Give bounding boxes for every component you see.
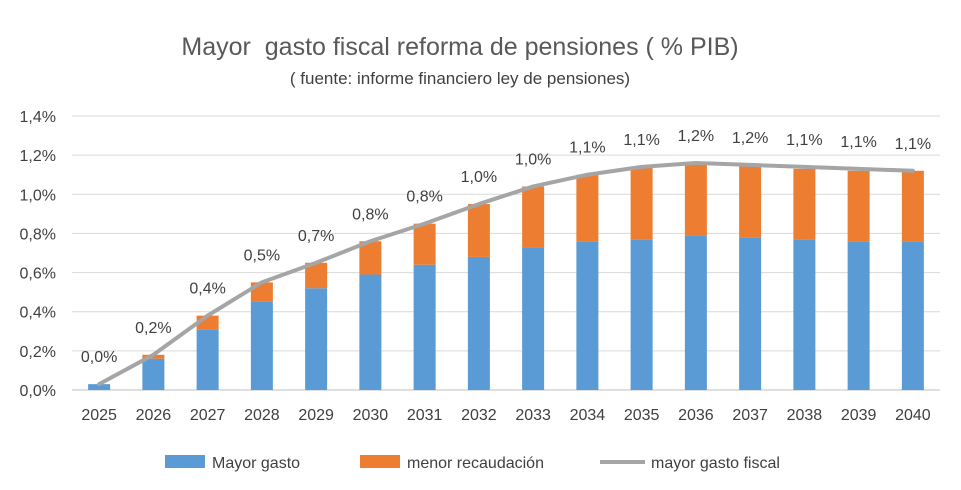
x-tick-label: 2035 <box>624 407 660 424</box>
y-tick-label: 1,4% <box>20 109 56 126</box>
bar-mayor-gasto <box>522 247 545 390</box>
y-tick-label: 0,2% <box>20 344 56 361</box>
bar-menor-recaudacion <box>630 166 653 240</box>
x-tick-label: 2031 <box>407 407 443 424</box>
bar-mayor-gasto <box>359 274 382 390</box>
x-tick-label: 2030 <box>353 407 389 424</box>
data-label: 0,0% <box>81 349 117 366</box>
bar-menor-recaudacion <box>522 186 545 248</box>
x-axis: 2025 2026 2027 2028 2029 2030 2031 2032 2033 2034… <box>81 407 930 424</box>
chart-title: Mayor gasto fiscal reforma de pensiones … <box>181 33 738 61</box>
x-tick-label: 2026 <box>136 407 172 424</box>
data-label: 0,2% <box>135 320 171 337</box>
line-mayor-gasto-fiscal <box>97 160 915 387</box>
bar-menor-recaudacion <box>684 162 707 236</box>
y-tick-label: 0,4% <box>20 305 56 322</box>
x-tick-label: 2036 <box>678 407 714 424</box>
bar-mayor-gasto <box>467 256 490 390</box>
bar-menor-recaudacion <box>413 223 436 265</box>
legend-label-mayor-gasto-fiscal: mayor gasto fiscal <box>651 455 780 472</box>
data-label: 1,1% <box>840 134 876 151</box>
legend-label-menor-recaudacion: menor recaudación <box>407 455 544 472</box>
bar-menor-recaudacion <box>739 164 762 238</box>
bar-menor-recaudacion <box>359 241 382 275</box>
legend: Mayor gasto menor recaudación mayor gasto … <box>165 455 780 472</box>
bar-mayor-gasto <box>576 241 599 390</box>
x-tick-label: 2034 <box>570 407 606 424</box>
x-tick-label: 2032 <box>461 407 497 424</box>
x-tick-label: 2038 <box>787 407 823 424</box>
bar-mayor-gasto <box>142 358 165 390</box>
data-label: 1,0% <box>515 151 551 168</box>
bar-menor-recaudacion <box>901 170 924 242</box>
y-tick-label: 0,0% <box>20 383 56 400</box>
bar-mayor-gasto <box>88 384 111 390</box>
y-tick-label: 0,8% <box>20 226 56 243</box>
legend-swatch-menor-recaudacion <box>360 455 400 468</box>
x-tick-label: 2028 <box>244 407 280 424</box>
bar-mayor-gasto <box>684 235 707 390</box>
data-label: 1,1% <box>569 140 605 157</box>
bar-menor-recaudacion <box>305 262 328 289</box>
bar-menor-recaudacion <box>793 168 816 240</box>
data-label: 1,2% <box>732 130 768 147</box>
bar-menor-recaudacion <box>576 174 599 242</box>
legend-label-mayor-gasto: Mayor gasto <box>212 455 300 472</box>
data-label: 1,2% <box>678 128 714 145</box>
data-label: 0,7% <box>298 228 334 245</box>
x-tick-label: 2033 <box>515 407 551 424</box>
bar-mayor-gasto <box>739 237 762 390</box>
y-axis: 0,0% 0,2% 0,4% 0,6% 0,8% 1,0% 1,2% 1,4% <box>20 109 56 400</box>
bar-mayor-gasto <box>793 239 816 390</box>
data-label: 1,1% <box>623 132 659 149</box>
bar-mayor-gasto <box>413 264 436 390</box>
data-label: 0,8% <box>406 189 442 206</box>
x-tick-label: 2027 <box>190 407 226 424</box>
bar-menor-recaudacion <box>847 170 870 242</box>
x-tick-label: 2040 <box>895 407 931 424</box>
data-label: 0,4% <box>189 281 225 298</box>
data-label: 0,8% <box>352 206 388 223</box>
legend-swatch-mayor-gasto <box>165 455 205 468</box>
line-series <box>97 160 915 387</box>
bar-menor-recaudacion <box>467 204 490 257</box>
data-label: 1,1% <box>895 136 931 153</box>
bars <box>88 162 924 390</box>
x-tick-label: 2039 <box>841 407 877 424</box>
bar-mayor-gasto <box>630 239 653 390</box>
bar-mayor-gasto <box>305 288 328 390</box>
data-labels: 0,0% 0,2% 0,4% 0,5% 0,7% 0,8% 0,8% 1,0% 1,0% 1,1%… <box>81 128 931 366</box>
bar-mayor-gasto <box>847 241 870 390</box>
x-tick-label: 2029 <box>298 407 334 424</box>
data-label: 1,0% <box>461 169 497 186</box>
data-label: 1,1% <box>786 132 822 149</box>
x-tick-label: 2025 <box>81 407 117 424</box>
y-tick-label: 0,6% <box>20 266 56 283</box>
x-tick-label: 2037 <box>732 407 768 424</box>
bar-mayor-gasto <box>196 329 219 390</box>
chart-subtitle: ( fuente: informe financiero ley de pens… <box>290 69 630 88</box>
data-label: 0,5% <box>244 247 280 264</box>
bar-mayor-gasto <box>250 301 273 390</box>
y-tick-label: 1,0% <box>20 187 56 204</box>
y-tick-label: 1,2% <box>20 148 56 165</box>
bar-mayor-gasto <box>901 241 924 390</box>
